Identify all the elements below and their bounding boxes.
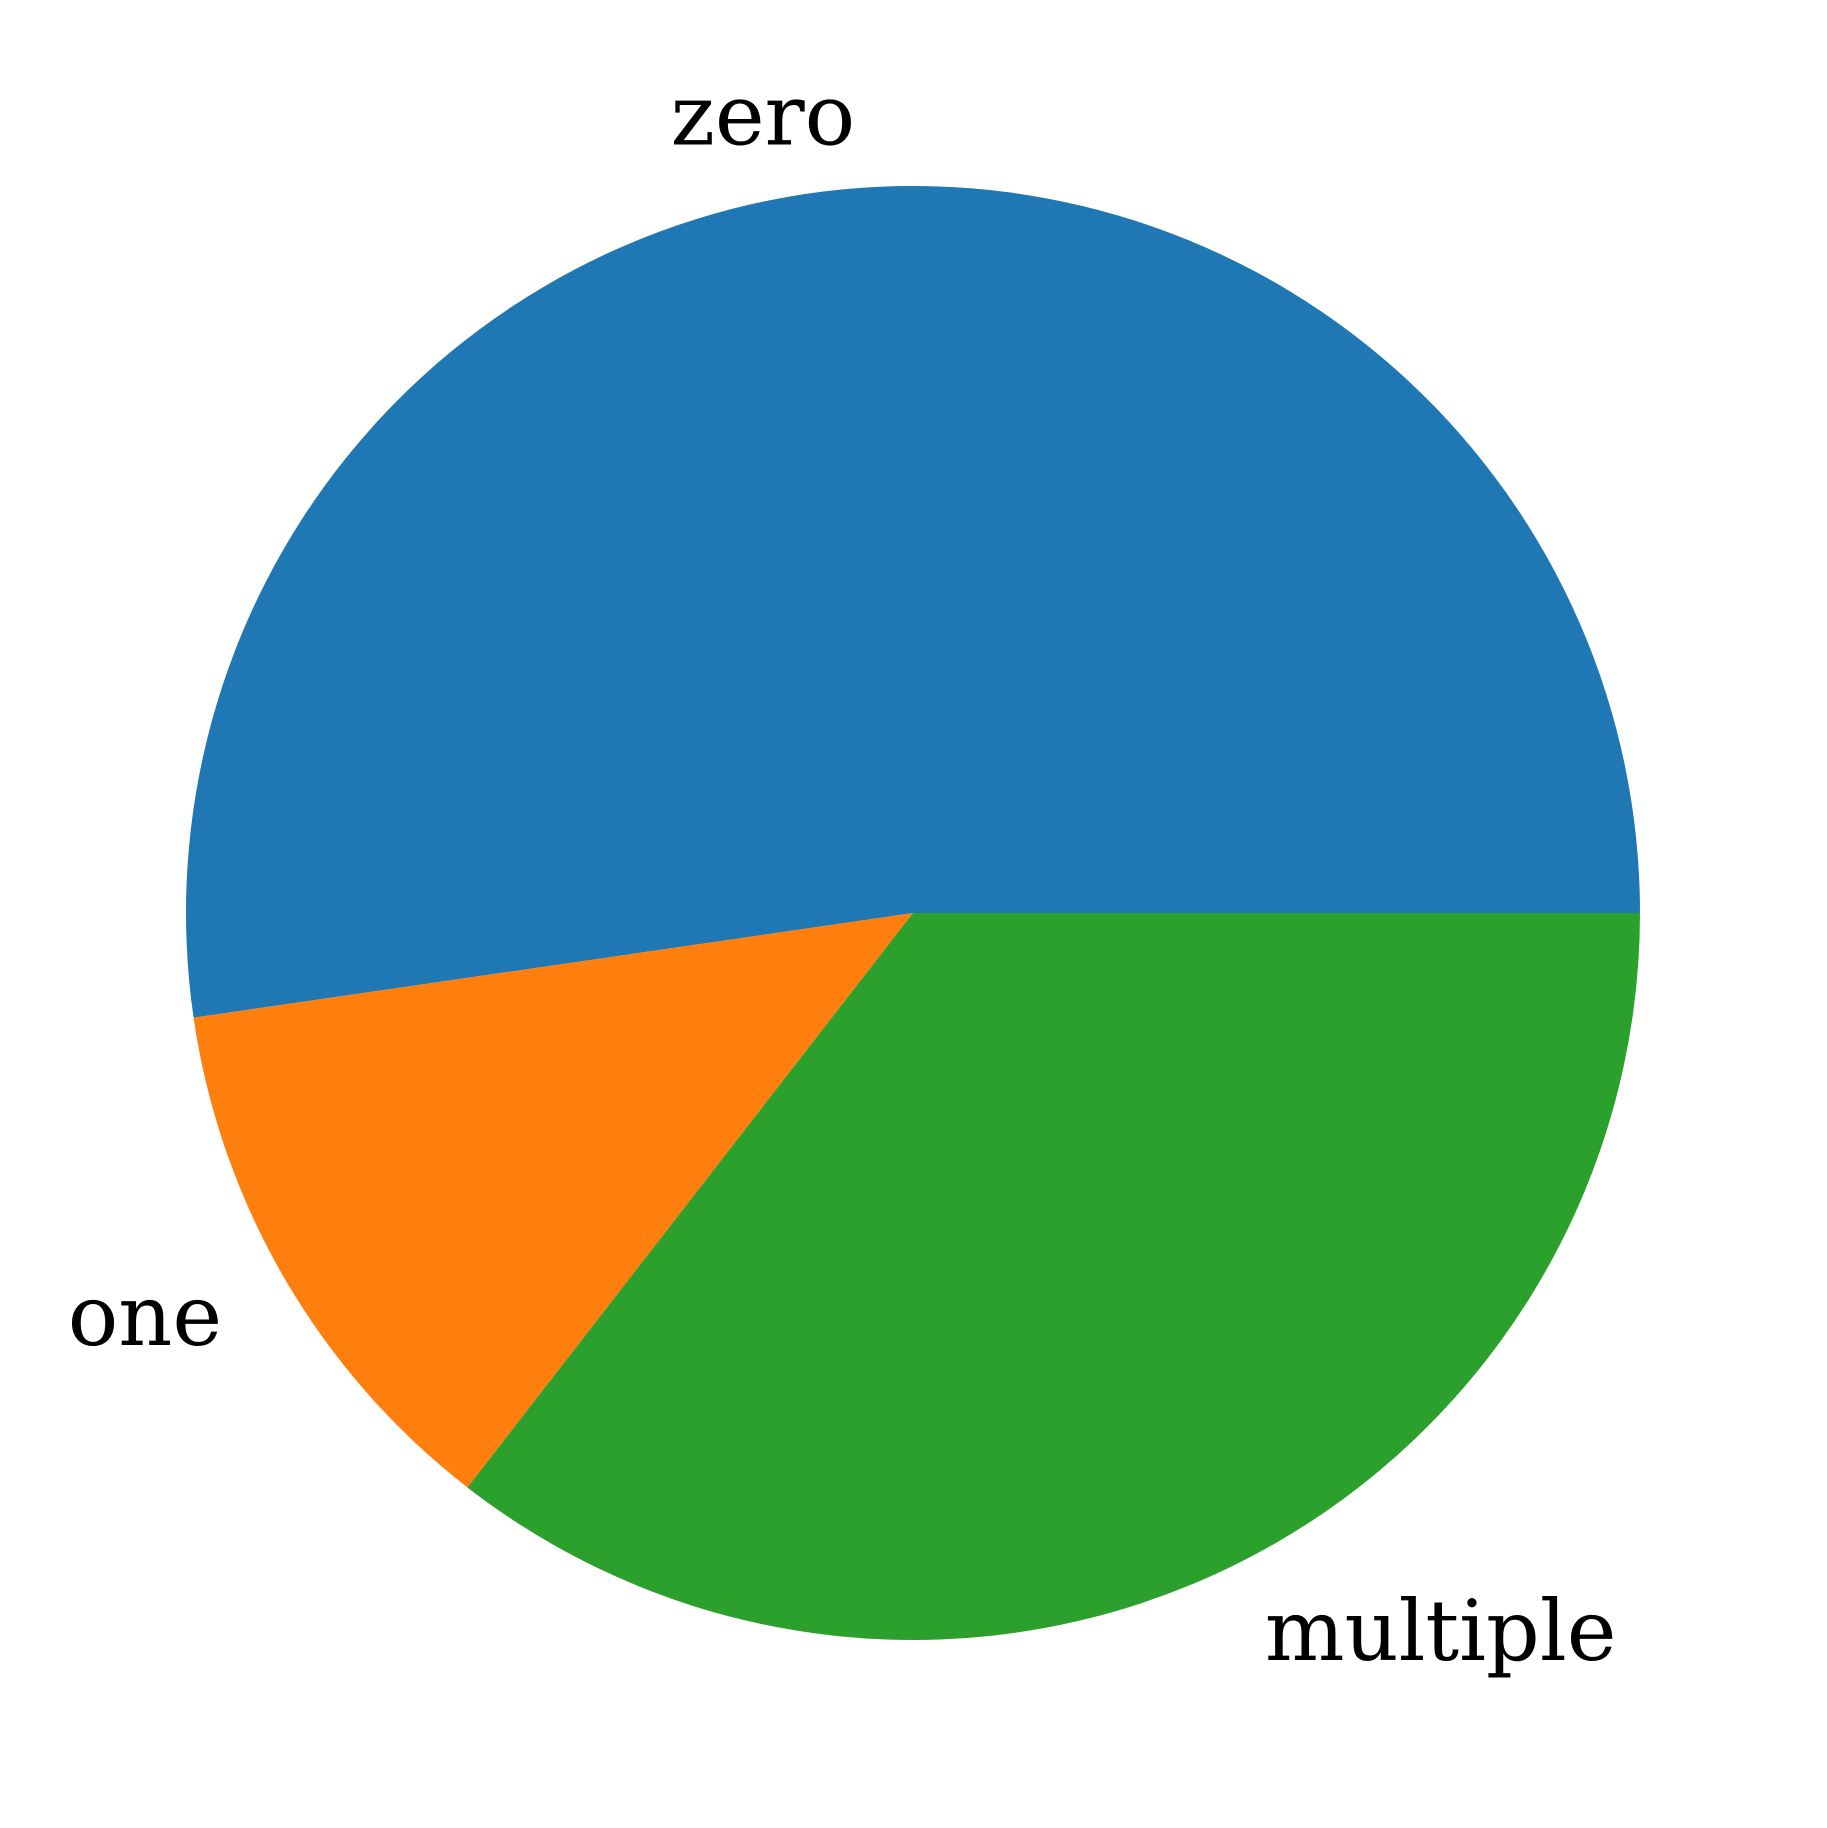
pie-labels: zero one multiple [68,66,1617,1680]
pie-label-multiple: multiple [1265,1582,1617,1680]
pie-slice-zero [186,185,1640,1018]
pie-slices [186,185,1640,1640]
pie-label-one: one [68,1267,222,1365]
pie-slice-multiple [467,913,1640,1640]
pie-slice-one [193,913,913,1488]
pie-label-zero: zero [671,66,856,164]
